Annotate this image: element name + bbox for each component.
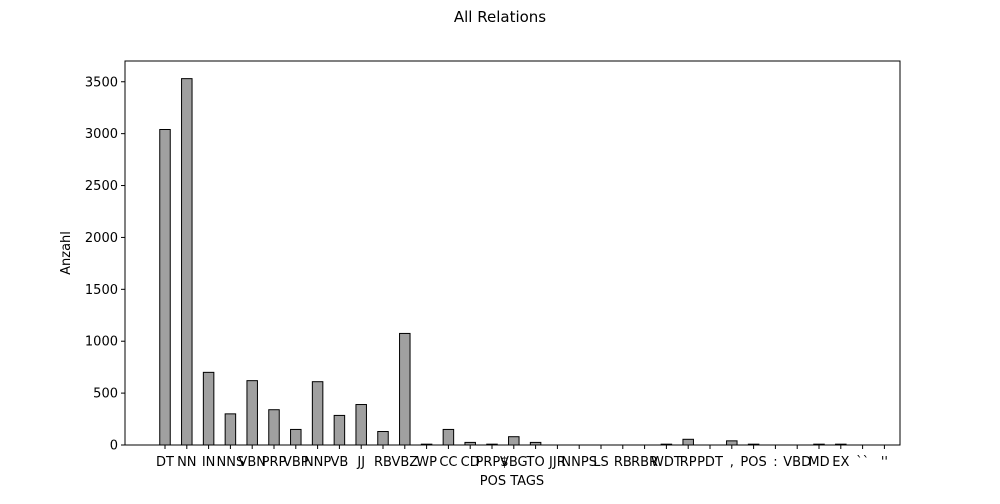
x-tick-label: LS bbox=[593, 455, 609, 470]
x-tick-label: MD bbox=[808, 455, 829, 470]
bar bbox=[224, 413, 237, 446]
x-axis-label: POS TAGS bbox=[480, 474, 544, 489]
y-tick-label: 2500 bbox=[85, 179, 118, 194]
y-tick-label: 1000 bbox=[85, 335, 118, 350]
x-tick-label: RB bbox=[374, 455, 392, 470]
x-tick-label: , bbox=[730, 455, 734, 470]
x-tick-label: RP bbox=[680, 455, 697, 470]
x-tick-label: RBR bbox=[631, 455, 658, 470]
x-tick-label: PRP$ bbox=[476, 455, 509, 470]
x-tick-label: JJ bbox=[356, 455, 365, 470]
bar bbox=[660, 443, 673, 446]
bar bbox=[246, 380, 258, 446]
x-tick-label: VBN bbox=[238, 455, 266, 470]
plot-frame bbox=[124, 60, 901, 446]
x-tick-label: '' bbox=[881, 455, 888, 470]
x-tick-label: CC bbox=[439, 455, 457, 470]
x-tick-label: PRP bbox=[262, 455, 287, 470]
y-axis-label: Anzahl bbox=[59, 231, 74, 275]
bar bbox=[159, 128, 171, 446]
y-axis: 0 500 1000 1500 2000 2500 3000 3500 bbox=[85, 75, 125, 454]
x-tick-label: EX bbox=[832, 455, 849, 470]
bar bbox=[682, 438, 694, 446]
y-tick-label: 1500 bbox=[85, 283, 118, 298]
x-tick-label: NNP bbox=[304, 455, 331, 470]
bar bbox=[377, 431, 389, 446]
x-tick-label: NN bbox=[177, 455, 196, 470]
bar bbox=[442, 428, 455, 446]
x-tick-label: `` bbox=[856, 455, 869, 470]
bar bbox=[726, 440, 738, 446]
x-tick-label: VBD bbox=[783, 455, 811, 470]
x-tick-label: VBP bbox=[283, 455, 309, 470]
y-tick-label: 0 bbox=[110, 439, 118, 454]
bar bbox=[420, 443, 433, 446]
bar bbox=[486, 443, 498, 446]
x-tick-label: WP bbox=[416, 455, 437, 470]
x-tick-label: VBG bbox=[500, 455, 528, 470]
bar bbox=[835, 443, 847, 446]
bar bbox=[181, 78, 193, 446]
bar bbox=[333, 414, 346, 446]
y-tick-label: 2000 bbox=[85, 231, 118, 246]
x-tick-label: WDT bbox=[651, 455, 682, 470]
x-tick-label: : bbox=[773, 455, 777, 470]
bar bbox=[355, 404, 367, 446]
bar bbox=[508, 436, 520, 446]
x-tick-label: POS bbox=[740, 455, 766, 470]
x-tick-label: JJR bbox=[548, 455, 566, 470]
x-tick-label: NNPS bbox=[561, 455, 597, 470]
chart-title: All Relations bbox=[454, 8, 546, 26]
bar bbox=[464, 441, 476, 446]
x-tick-label: RB bbox=[614, 455, 632, 470]
bar bbox=[202, 371, 215, 446]
x-tick-label: TO bbox=[526, 455, 545, 470]
y-tick-label: 500 bbox=[93, 387, 118, 402]
bar bbox=[529, 441, 542, 446]
plot-area bbox=[124, 60, 901, 446]
x-tick-label: CD bbox=[461, 455, 480, 470]
bar bbox=[747, 443, 760, 446]
bar bbox=[399, 332, 411, 446]
x-tick-label: VB bbox=[330, 455, 348, 470]
x-tick-label: PDT bbox=[697, 455, 723, 470]
bar bbox=[268, 409, 280, 446]
bar bbox=[290, 428, 302, 446]
bar bbox=[311, 381, 324, 446]
bars bbox=[159, 78, 847, 446]
x-tick-label: DT bbox=[156, 455, 174, 470]
y-tick-label: 3500 bbox=[85, 75, 118, 90]
x-tick-label: VBZ bbox=[391, 455, 418, 470]
y-tick-label: 3000 bbox=[85, 127, 118, 142]
x-tick-label: IN bbox=[202, 455, 216, 470]
bar bbox=[813, 443, 825, 446]
x-tick-label: NNS bbox=[217, 455, 245, 470]
